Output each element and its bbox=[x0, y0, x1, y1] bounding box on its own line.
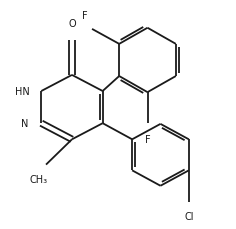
Text: N: N bbox=[21, 119, 29, 129]
Text: O: O bbox=[68, 19, 76, 29]
Text: Cl: Cl bbox=[184, 211, 194, 221]
Text: CH₃: CH₃ bbox=[30, 174, 48, 184]
Text: F: F bbox=[145, 135, 150, 145]
Text: HN: HN bbox=[15, 87, 30, 97]
Text: F: F bbox=[82, 11, 88, 21]
